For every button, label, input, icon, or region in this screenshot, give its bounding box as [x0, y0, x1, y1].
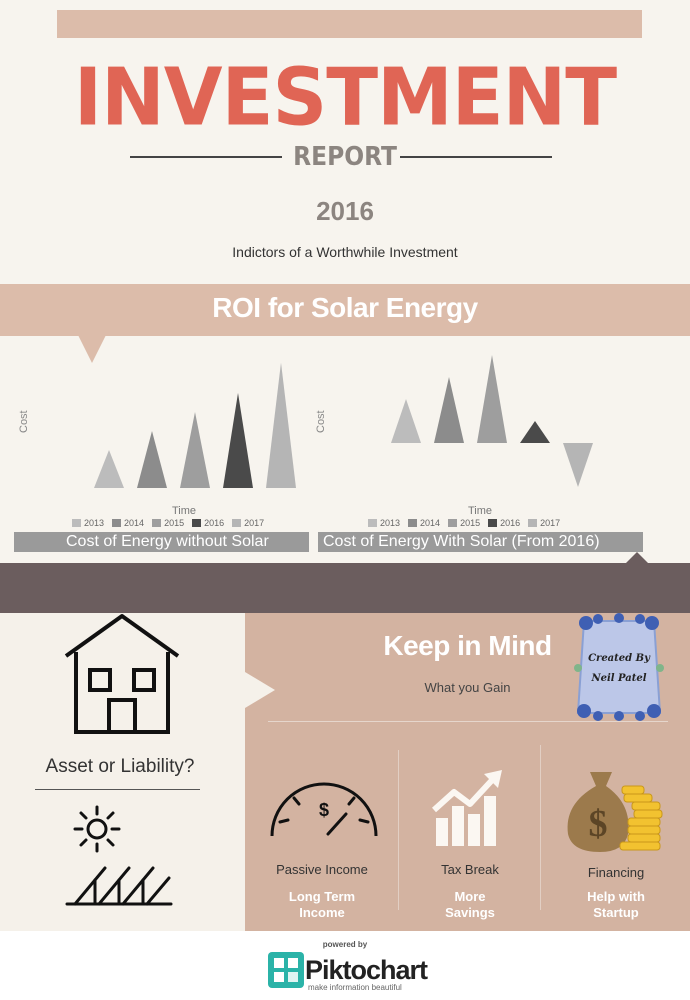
chart-bar-2016	[223, 393, 253, 488]
sun-icon	[73, 805, 121, 853]
chart2-plot	[391, 355, 593, 487]
caption-pointer	[625, 552, 649, 564]
money-bag-coins-icon: $	[567, 772, 663, 852]
benefit-subtitle-line2: Savings	[445, 905, 495, 920]
benefit-title: Financing	[587, 865, 645, 880]
page-title: INVESTMENT	[73, 49, 617, 144]
title-rule-right	[400, 156, 552, 158]
legend-label: 2016	[204, 518, 225, 528]
chart-with-solar: Cost Time 2013 2014 2015 2016 2017	[310, 345, 650, 535]
asset-rule	[35, 789, 200, 790]
legend-item-2014: 2014	[112, 518, 144, 528]
legend-label: 2014	[420, 518, 441, 528]
benefit-title: Tax Break	[441, 862, 499, 877]
legend-swatch	[528, 519, 538, 527]
keep-rule	[268, 721, 668, 722]
benefit-subtitle-line2: Income	[299, 905, 345, 920]
legend-item-2014: 2014	[408, 518, 440, 528]
top-banner-bar	[57, 10, 642, 38]
benefit-subtitle-line2: Startup	[593, 905, 639, 920]
chart1-legend: 2013 2014 2015 2016 2017	[72, 518, 264, 528]
legend-swatch	[152, 519, 162, 527]
legend-label: 2014	[124, 518, 145, 528]
legend-swatch	[488, 519, 498, 527]
legend-swatch	[408, 519, 418, 527]
legend-swatch	[72, 519, 81, 527]
legend-label: 2016	[500, 518, 521, 528]
legend-label: 2017	[244, 518, 265, 528]
piktochart-brand[interactable]: Piktochart	[305, 955, 428, 985]
benefit-subtitle-line1: Long Term	[288, 889, 356, 904]
svg-text:$: $	[589, 803, 608, 845]
page-tagline: Indictors of a Worthwhile Investment	[232, 244, 458, 260]
legend-swatch	[232, 519, 242, 527]
report-year: 2016	[316, 196, 374, 226]
roi-section-band	[0, 284, 690, 336]
chart-bar-2015	[477, 355, 507, 443]
chart-bar-2014	[434, 377, 464, 443]
chart1-y-label: Cost	[18, 410, 30, 433]
legend-item-2015: 2015	[448, 518, 480, 528]
piktochart-tagline: make information beautiful	[308, 983, 402, 992]
chart2-caption: Cost of Energy With Solar (From 2016)	[318, 532, 643, 552]
chart-bar-2016	[520, 421, 550, 443]
legend-label: 2015	[164, 518, 185, 528]
growth-chart-icon	[432, 770, 502, 846]
legend-label: 2015	[460, 518, 481, 528]
piktochart-logo-icon[interactable]	[268, 952, 304, 988]
benefit-subtitle-line1: More	[454, 889, 486, 904]
chart2-y-label: Cost	[315, 410, 327, 433]
panel-pointer	[245, 672, 275, 708]
solar-panels-icon	[65, 866, 173, 906]
benefit-separator	[398, 750, 399, 910]
benefit-title: Passive Income	[276, 862, 368, 877]
legend-label: 2013	[84, 518, 105, 528]
roi-section-title: ROI for Solar Energy	[212, 292, 478, 323]
svg-text:$: $	[319, 800, 329, 820]
chart-without-solar: Cost Time 2013 2014 2015 2016 2017	[0, 345, 320, 535]
section-divider-band	[0, 563, 690, 613]
legend-item-2017: 2017	[232, 518, 264, 528]
legend-swatch	[368, 519, 377, 527]
legend-item-2013: 2013	[72, 518, 104, 528]
svg-text:Neil Patel: Neil Patel	[590, 673, 646, 684]
asset-question: Asset or Liability?	[45, 756, 195, 777]
chart-bar-2014	[137, 431, 167, 488]
legend-item-2016: 2016	[488, 518, 520, 528]
keep-in-mind-title: Keep in Mind	[383, 630, 552, 661]
report-label: REPORT	[293, 142, 397, 172]
roi-band-pointer	[78, 335, 106, 363]
chart2-legend: 2013 2014 2015 2016 2017	[368, 518, 560, 528]
legend-swatch	[448, 519, 458, 527]
benefit-subtitle-line1: Help with	[587, 889, 645, 904]
benefit-separator	[540, 745, 541, 910]
legend-swatch	[192, 519, 202, 527]
chart-bar-2013	[391, 399, 421, 443]
legend-item-2013: 2013	[368, 518, 400, 528]
keep-in-mind-subtitle: What you Gain	[424, 680, 511, 695]
chart2-x-label: Time	[468, 505, 493, 517]
footer	[0, 931, 690, 1000]
chart1-x-label: Time	[172, 505, 197, 517]
created-by-badge-logo: Created By Neil Patel	[574, 613, 664, 721]
house-icon	[64, 614, 180, 734]
svg-text:Created By: Created By	[588, 653, 651, 664]
legend-swatch	[112, 519, 122, 527]
chart-bar-2015	[180, 412, 210, 488]
chart-bar-2017	[563, 443, 593, 487]
legend-label: 2013	[380, 518, 401, 528]
chart-bar-2013	[94, 450, 124, 488]
legend-item-2016: 2016	[192, 518, 224, 528]
legend-label: 2017	[540, 518, 561, 528]
powered-by-label: powered by	[322, 940, 368, 949]
title-rule-left	[130, 156, 282, 158]
chart-bar-2017	[266, 362, 296, 488]
speedometer-dollar-icon: $	[270, 782, 378, 837]
legend-item-2017: 2017	[528, 518, 560, 528]
chart1-plot	[94, 362, 296, 488]
chart1-caption: Cost of Energy without Solar	[14, 532, 309, 552]
legend-item-2015: 2015	[152, 518, 184, 528]
